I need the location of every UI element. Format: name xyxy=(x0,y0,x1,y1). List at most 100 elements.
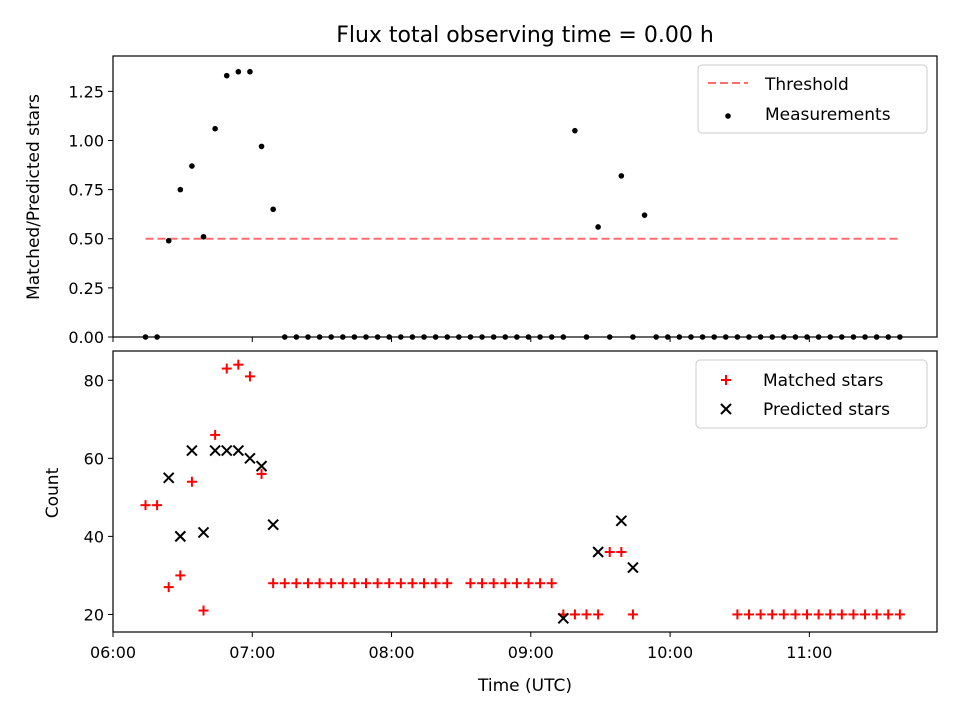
matched-star-point xyxy=(210,429,221,440)
count-x-tick-label: 08:00 xyxy=(368,643,414,662)
count-legend-box xyxy=(695,359,928,429)
predicted-star-stroke-b xyxy=(255,460,268,472)
matched-star-point xyxy=(395,578,406,589)
count-x-tick-label: 07:00 xyxy=(229,643,275,662)
matched-star-point xyxy=(790,609,801,620)
matched-star-point xyxy=(616,546,627,557)
matched-star-point xyxy=(535,578,546,589)
predicted-star-point xyxy=(592,546,604,558)
matched-star-point xyxy=(430,578,441,589)
count-panel: Count Time (UTC) 20 40 60 80 06:00 07:00 08:00… xyxy=(43,350,938,696)
matched-star-point xyxy=(268,578,279,589)
flux-y-tick-label: 0.75 xyxy=(68,181,104,200)
count-plot-area xyxy=(140,359,905,625)
measurement-point xyxy=(212,125,218,132)
matched-star-point xyxy=(419,578,430,589)
matched-star-point xyxy=(546,578,557,589)
predicted-star-point xyxy=(197,526,210,539)
matched-star-point xyxy=(314,578,325,589)
measurement-point xyxy=(247,68,253,75)
legend-matched-label: Matched stars xyxy=(763,371,883,391)
matched-star-point xyxy=(384,578,395,589)
predicted-star-stroke-b xyxy=(627,561,639,574)
matched-star-point xyxy=(244,371,255,382)
flux-axes-frame xyxy=(112,55,938,338)
count-x-tick-label: 06:00 xyxy=(90,643,136,662)
matched-star-point xyxy=(523,578,534,589)
predicted-star-point xyxy=(162,472,175,484)
count-axes-frame xyxy=(112,350,938,633)
matched-star-point xyxy=(604,546,615,557)
matched-star-point xyxy=(279,578,290,589)
flux-chart-title: Flux total observing time = 0.00 h xyxy=(336,23,714,48)
predicted-star-stroke-b xyxy=(244,452,256,465)
predicted-star-stroke-b xyxy=(197,526,210,539)
legend-threshold-label: Threshold xyxy=(764,75,849,95)
legend-matched-swatch xyxy=(721,375,731,385)
flux-y-tick-label: 1.00 xyxy=(68,131,104,150)
matched-star-point xyxy=(871,609,882,620)
flux-y-tick-label: 0.25 xyxy=(68,279,104,298)
matched-star-point xyxy=(361,578,372,589)
matched-star-point xyxy=(198,605,209,616)
matched-star-point xyxy=(848,609,859,620)
matched-star-point xyxy=(593,609,604,620)
predicted-star-point xyxy=(232,444,245,457)
predicted-star-stroke-b xyxy=(615,515,628,527)
measurement-point xyxy=(200,233,207,240)
matched-star-point xyxy=(186,476,197,487)
time-x-axis-label: Time (UTC) xyxy=(477,676,572,696)
measurement-point xyxy=(258,143,265,150)
count-legend: Matched stars Predicted stars xyxy=(695,359,928,429)
measurement-point xyxy=(641,212,648,218)
matched-star-point xyxy=(233,359,244,370)
matched-star-point xyxy=(767,609,778,620)
matched-star-point xyxy=(511,578,522,589)
flux-y-tick-label: 1.25 xyxy=(68,82,104,101)
predicted-star-stroke-b xyxy=(174,530,187,543)
legend-measurements-swatch xyxy=(725,113,731,119)
count-y-tick-label: 20 xyxy=(84,605,104,624)
predicted-star-stroke-b xyxy=(221,444,233,457)
matched-star-point xyxy=(732,609,743,620)
predicted-star-stroke-b xyxy=(592,546,604,558)
predicted-star-point xyxy=(267,518,279,531)
matched-star-point xyxy=(488,578,499,589)
matched-star-point xyxy=(326,578,337,589)
matched-star-point xyxy=(802,609,813,620)
flux-y-tick-label: 0.00 xyxy=(68,328,104,347)
matched-star-point xyxy=(825,609,836,620)
measurement-point xyxy=(595,224,601,230)
predicted-star-point xyxy=(557,612,570,625)
predicted-star-stroke-b xyxy=(557,612,570,625)
measurement-point xyxy=(235,68,242,75)
matched-star-point xyxy=(221,363,232,374)
matched-star-point xyxy=(372,578,383,589)
measurement-point xyxy=(618,173,625,179)
matched-star-point xyxy=(755,609,766,620)
predicted-star-point xyxy=(186,444,198,457)
predicted-star-stroke-b xyxy=(232,444,245,457)
legend-measurements-label: Measurements xyxy=(765,105,891,125)
matched-star-point xyxy=(337,578,348,589)
matched-star-point xyxy=(883,609,894,620)
matched-star-point xyxy=(163,582,174,593)
matched-star-point xyxy=(291,578,302,589)
matched-star-point xyxy=(860,609,871,620)
predicted-star-stroke-b xyxy=(267,518,279,531)
predicted-star-stroke-b xyxy=(186,444,198,457)
flux-y-tick-label: 0.50 xyxy=(68,230,104,249)
flux-legend-box xyxy=(697,64,928,134)
matched-star-point xyxy=(256,468,267,479)
count-y-tick-label: 60 xyxy=(84,449,104,468)
measurement-point xyxy=(189,163,195,169)
matched-star-point xyxy=(302,578,313,589)
predicted-star-point xyxy=(627,561,639,574)
matched-star-point xyxy=(778,609,789,620)
flux-axis-ticks: 0.00 0.25 0.50 0.75 1.00 1.25 xyxy=(68,82,810,347)
predicted-star-point xyxy=(209,444,221,457)
measurement-point xyxy=(165,237,172,244)
count-y-tick-label: 80 xyxy=(84,371,104,390)
matched-star-point xyxy=(140,500,151,511)
count-x-tick-label: 09:00 xyxy=(508,643,554,662)
